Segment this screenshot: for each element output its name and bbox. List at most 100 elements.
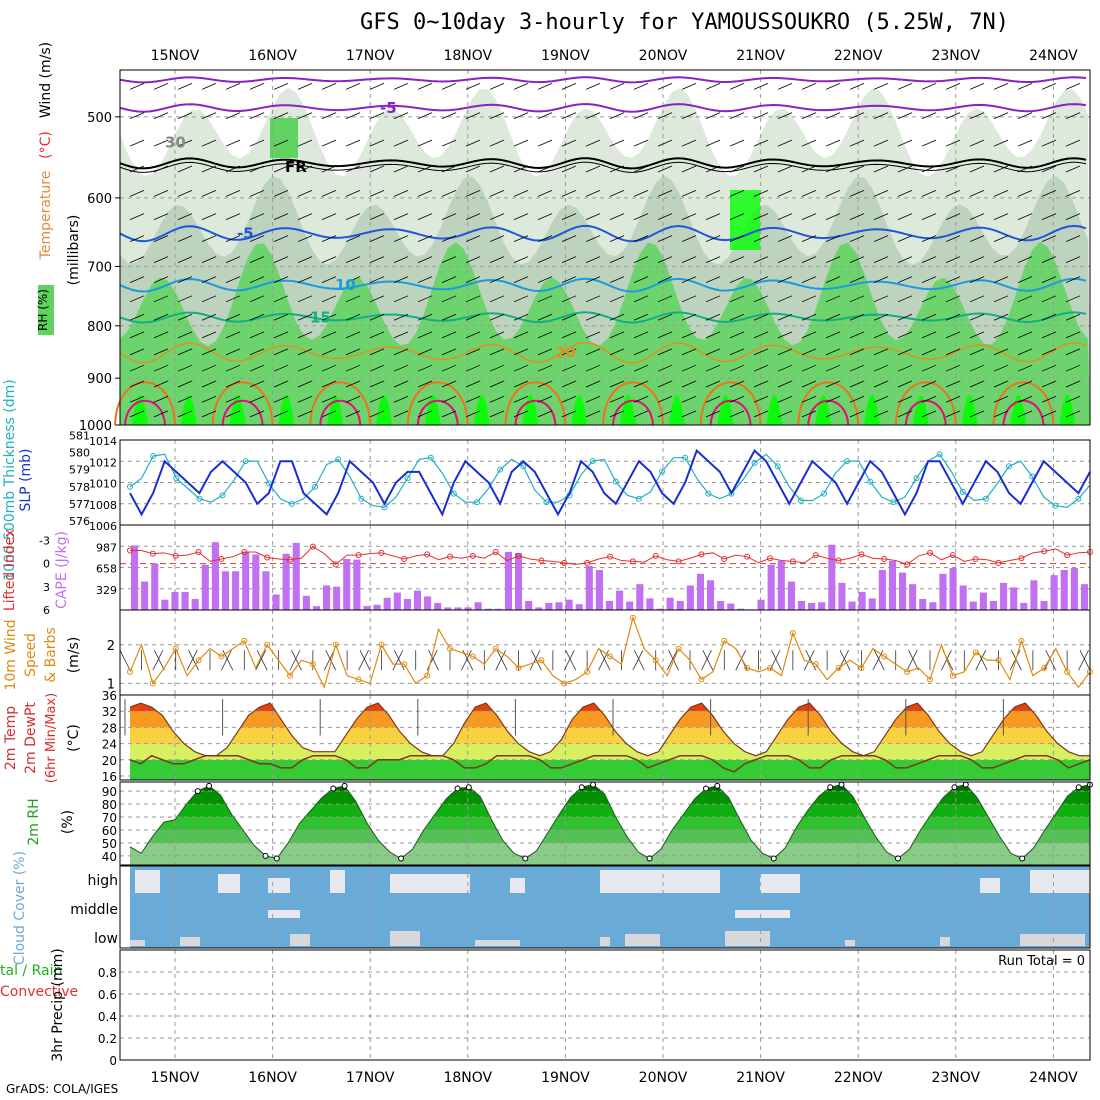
temp-tick-label: 16 xyxy=(102,770,117,784)
wind-barb xyxy=(417,82,433,90)
thickness-line-point xyxy=(820,490,827,497)
wind-barb xyxy=(129,213,145,220)
wind-barb xyxy=(1041,348,1057,356)
wind-barb xyxy=(345,380,361,388)
wind-barb xyxy=(561,364,577,372)
wind-barb xyxy=(345,165,361,173)
wind-barb xyxy=(609,82,625,90)
cloud-low-bar xyxy=(290,934,310,946)
wind-barb xyxy=(585,331,601,339)
wind-barb xyxy=(273,331,289,339)
wind-speed-line-point xyxy=(629,614,636,621)
surface-barb xyxy=(291,650,302,671)
isotherm-30 xyxy=(221,400,264,426)
cape-bar xyxy=(828,544,836,610)
wind-barb xyxy=(657,380,673,388)
cloud-high-bar xyxy=(390,874,470,893)
isotherm-minus5 xyxy=(119,224,1087,243)
wind-barb xyxy=(1041,139,1057,147)
wind-barb xyxy=(441,313,457,321)
wind-barb xyxy=(681,190,697,197)
wind-barb xyxy=(585,348,601,356)
wind-barb xyxy=(849,139,865,147)
wind-barb xyxy=(249,276,265,284)
cloud-high-bar xyxy=(600,870,720,893)
wind-barb xyxy=(345,82,361,90)
cape-bar xyxy=(161,599,169,610)
wind-speed-line-point xyxy=(835,664,842,671)
wind-barb xyxy=(177,112,193,119)
x-tick-label-bottom: 17NOV xyxy=(346,1070,395,1086)
wind-speed-line-point xyxy=(287,672,293,679)
wind-barb xyxy=(729,395,745,403)
surface-barb xyxy=(906,650,918,671)
wind-barb xyxy=(633,256,649,263)
wind-barb xyxy=(417,380,433,388)
isotherm-25 xyxy=(114,381,176,426)
wind-barb xyxy=(849,190,865,197)
wind-barb xyxy=(129,395,145,403)
cape-tick-label: 658 xyxy=(96,563,117,576)
wind-barb xyxy=(273,364,289,372)
wind-barb xyxy=(249,213,265,220)
wind-barb xyxy=(129,331,145,339)
precip-tick-label: 0 xyxy=(109,1054,117,1068)
wind-barb xyxy=(897,235,913,242)
lifted-tick-label: 3 xyxy=(43,581,50,594)
precip-tick-label: 0.4 xyxy=(98,1010,117,1024)
thickness-line-point xyxy=(288,500,295,507)
wind-barb xyxy=(297,112,313,119)
wind-barb xyxy=(1017,364,1033,372)
surface-barb xyxy=(255,650,267,671)
surface-barb xyxy=(256,650,268,671)
wind-barb xyxy=(585,364,601,372)
wind-barb xyxy=(873,213,889,220)
wind-barb xyxy=(537,410,553,418)
thickness-line-point xyxy=(612,478,619,485)
temperature-unit-label: (°C) xyxy=(38,131,54,159)
cape-bar xyxy=(454,607,462,610)
lifted-index-line-point xyxy=(698,551,705,558)
wind-barb xyxy=(705,165,721,173)
wind-speed-line-point xyxy=(195,657,202,664)
wind-barb xyxy=(1017,331,1033,339)
thickness-tick-label: 579 xyxy=(69,464,90,477)
wind-barb xyxy=(225,295,241,303)
wind-barb xyxy=(873,313,889,321)
wind-barb xyxy=(729,256,745,263)
x-tick-label-top: 22NOV xyxy=(834,48,883,64)
wind-barb xyxy=(897,313,913,321)
wind-barb xyxy=(489,295,505,303)
wind-barb xyxy=(129,235,145,242)
wind-barb xyxy=(249,190,265,197)
wind-barb xyxy=(489,82,505,90)
wind-barb xyxy=(777,82,793,90)
lifted-index-line-point xyxy=(287,556,293,563)
cloud-low-bar xyxy=(625,934,660,946)
wind-barb xyxy=(969,313,985,321)
wind-barb xyxy=(201,256,217,263)
wind-barb xyxy=(1065,331,1081,339)
rh-point xyxy=(1019,855,1026,862)
thickness-line-point xyxy=(751,459,758,466)
wind-barb xyxy=(1017,190,1033,197)
temp-tick-label: 36 xyxy=(102,689,117,703)
cloud-low-bar xyxy=(130,940,145,946)
wind-barb xyxy=(801,235,817,242)
cloud-high-bar xyxy=(218,874,240,893)
wind-barb xyxy=(393,82,409,90)
wind-speed-line-point xyxy=(1064,668,1071,675)
wind-barb xyxy=(177,235,193,242)
wind-barb xyxy=(825,348,841,356)
cape-bar xyxy=(444,607,452,610)
wind-barb xyxy=(561,410,577,418)
wind-barb xyxy=(633,82,649,90)
wind-barb xyxy=(777,165,793,173)
isotherm-15 xyxy=(119,311,1087,324)
surface-barb xyxy=(632,650,644,671)
surface-barb xyxy=(805,650,817,671)
wind-barb xyxy=(513,348,529,356)
wind-speed-line-point xyxy=(721,637,728,644)
wind-barb xyxy=(729,139,745,147)
lifted-index-line-point xyxy=(515,552,522,559)
